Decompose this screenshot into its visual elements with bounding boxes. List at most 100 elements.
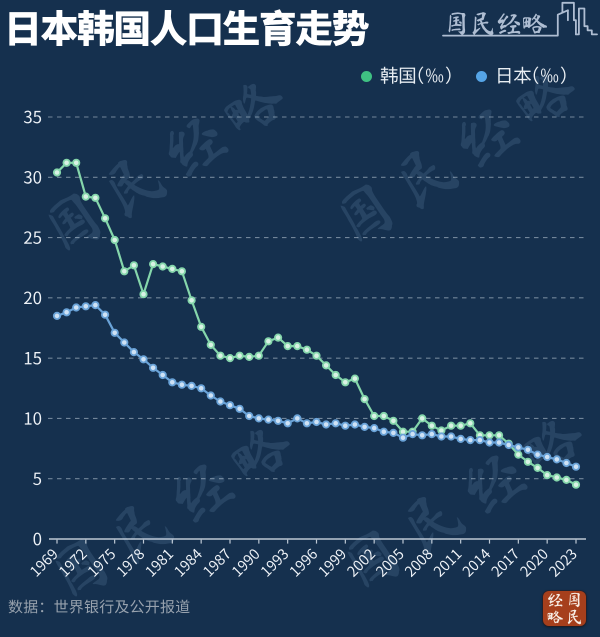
data-point-japan [245, 411, 254, 421]
x-axis-tick-label [520, 549, 548, 578]
data-point-japan [91, 300, 100, 310]
data-point-korea [91, 193, 100, 202]
source-note [8, 599, 191, 616]
data-point-japan [427, 429, 436, 439]
data-point-korea [72, 158, 81, 167]
data-point-korea [302, 345, 311, 354]
data-point-korea [562, 475, 571, 484]
data-point-korea [446, 421, 456, 430]
data-point-korea [225, 353, 235, 363]
data-point-korea [552, 473, 561, 482]
data-point-japan [321, 420, 331, 429]
data-point-korea [168, 264, 177, 273]
data-point-japan [370, 423, 379, 433]
y-axis-tick-label [23, 170, 42, 184]
data-point-japan [110, 328, 119, 337]
x-axis-tick-label [433, 549, 462, 578]
x-axis-tick-label [261, 549, 288, 577]
chart-legend [0, 66, 600, 88]
data-point-korea [389, 416, 398, 425]
data-point-japan [456, 434, 465, 443]
data-point-japan [197, 384, 206, 393]
data-point-korea [206, 340, 215, 349]
data-point-korea [197, 322, 206, 331]
data-point-korea [533, 463, 542, 472]
data-point-japan [177, 380, 186, 389]
x-axis-tick-label [30, 549, 57, 577]
legend-item-korea [361, 66, 453, 87]
y-axis-tick-label [33, 472, 42, 486]
data-point-korea [101, 214, 110, 223]
data-point-japan [273, 416, 283, 425]
page-title [4, 8, 370, 52]
data-point-japan [446, 432, 456, 441]
data-point-korea [466, 419, 475, 428]
brand-seal-stamp [543, 591, 586, 626]
data-point-korea [216, 351, 225, 360]
data-point-korea [81, 192, 90, 201]
japan-legend-dot-icon [476, 71, 487, 82]
data-point-korea [485, 431, 494, 440]
x-axis-tick-label [59, 549, 88, 577]
data-point-korea [418, 414, 427, 423]
data-point-japan [543, 452, 552, 462]
data-point-japan [52, 311, 62, 320]
data-point-japan [158, 370, 167, 380]
data-point-japan [485, 438, 494, 447]
data-point-japan [168, 378, 177, 387]
x-axis-tick-label [116, 549, 144, 577]
x-axis-tick-label [289, 548, 317, 577]
data-point-japan [408, 429, 417, 439]
x-axis-tick-label [232, 549, 259, 577]
x-axis-tick-label [174, 548, 202, 577]
data-point-japan [62, 308, 71, 317]
x-axis-tick-label [318, 549, 346, 577]
x-axis-tick-label [203, 547, 230, 577]
data-point-japan [437, 432, 446, 441]
data-point-japan [187, 381, 196, 390]
data-point-korea [571, 480, 581, 489]
data-point-korea [283, 341, 292, 351]
data-point-japan [494, 438, 504, 447]
data-point-korea [254, 351, 263, 360]
x-axis-tick-label [145, 549, 174, 577]
data-point-korea [187, 296, 196, 305]
data-point-korea [321, 361, 331, 370]
data-point-japan [129, 347, 138, 357]
data-point-korea [129, 261, 138, 270]
data-point-japan [389, 428, 398, 437]
data-point-korea [350, 374, 359, 383]
data-point-japan [350, 420, 359, 429]
x-axis-tick-label [549, 549, 577, 578]
data-point-japan [562, 458, 571, 468]
data-point-japan [514, 443, 523, 452]
data-point-japan [216, 397, 225, 406]
data-point-japan [379, 427, 388, 436]
data-point-japan [331, 419, 340, 428]
data-point-korea [312, 351, 321, 360]
data-point-japan [225, 401, 235, 410]
legend-label-korea [380, 66, 453, 87]
data-point-japan [418, 431, 427, 440]
data-point-japan [139, 355, 148, 364]
data-point-japan [81, 302, 90, 311]
y-axis-tick-label [24, 231, 42, 244]
data-point-japan [206, 391, 215, 400]
data-point-korea [158, 262, 167, 271]
data-point-korea [523, 457, 533, 466]
data-point-japan [293, 414, 302, 423]
data-point-japan [341, 421, 350, 430]
data-point-korea [52, 168, 62, 177]
data-point-japan [504, 440, 513, 450]
data-point-korea [427, 421, 436, 430]
data-point-japan [571, 462, 581, 471]
x-axis-tick-label [88, 548, 115, 577]
data-point-japan [523, 445, 533, 454]
data-point-korea [110, 235, 119, 245]
data-point-korea [341, 378, 350, 387]
x-axis-tick-label [491, 547, 518, 578]
data-point-japan [466, 435, 475, 445]
data-point-japan [283, 419, 292, 428]
y-axis-tick-label [23, 110, 42, 124]
